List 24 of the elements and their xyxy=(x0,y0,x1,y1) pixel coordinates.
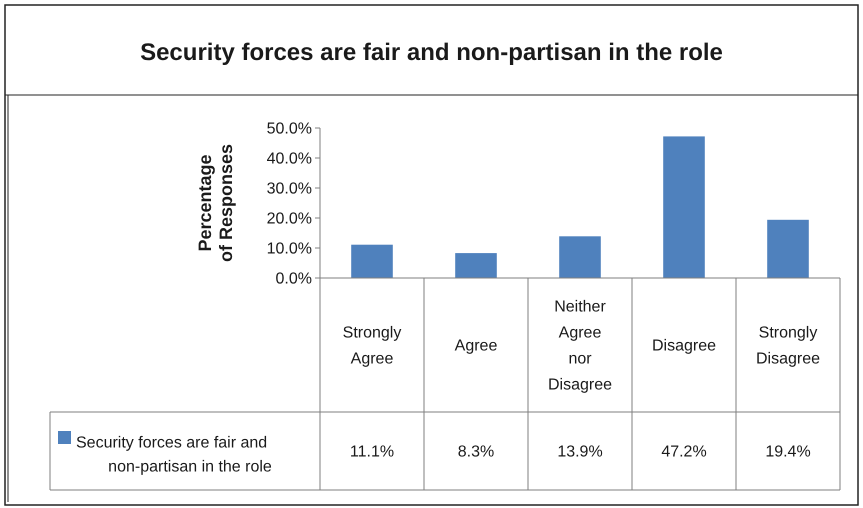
x-tick-label: Agree xyxy=(454,338,498,355)
x-tick-label: Strongly Agree xyxy=(342,324,402,368)
data-label: 8.3% xyxy=(458,444,494,461)
bar xyxy=(559,236,601,278)
data-label: 47.2% xyxy=(661,444,707,461)
y-axis-title: Percentage of Responses xyxy=(195,144,236,262)
x-tick-label: Neither Agree nor Disagree xyxy=(548,298,612,394)
bar xyxy=(455,253,497,278)
y-tick-label: 30.0% xyxy=(266,180,312,198)
legend-label: Security forces are fair and non-partisan in the role xyxy=(76,434,272,476)
bar xyxy=(351,244,393,278)
y-tick-label: 40.0% xyxy=(266,150,312,168)
y-tick-label: 50.0% xyxy=(266,120,312,138)
x-tick-label: Disagree xyxy=(652,338,716,355)
chart-title: Security forces are fair and non-partisan in the role xyxy=(140,39,723,66)
data-label: 11.1% xyxy=(350,444,394,461)
data-label: 19.4% xyxy=(765,444,811,461)
bar xyxy=(767,220,809,278)
y-tick-label: 10.0% xyxy=(266,240,312,258)
y-tick-label: 0.0% xyxy=(276,270,312,288)
data-label: 13.9% xyxy=(557,444,603,461)
x-tick-label: Strongly Disagree xyxy=(756,324,820,368)
bar xyxy=(663,136,705,278)
y-tick-label: 20.0% xyxy=(266,210,312,228)
